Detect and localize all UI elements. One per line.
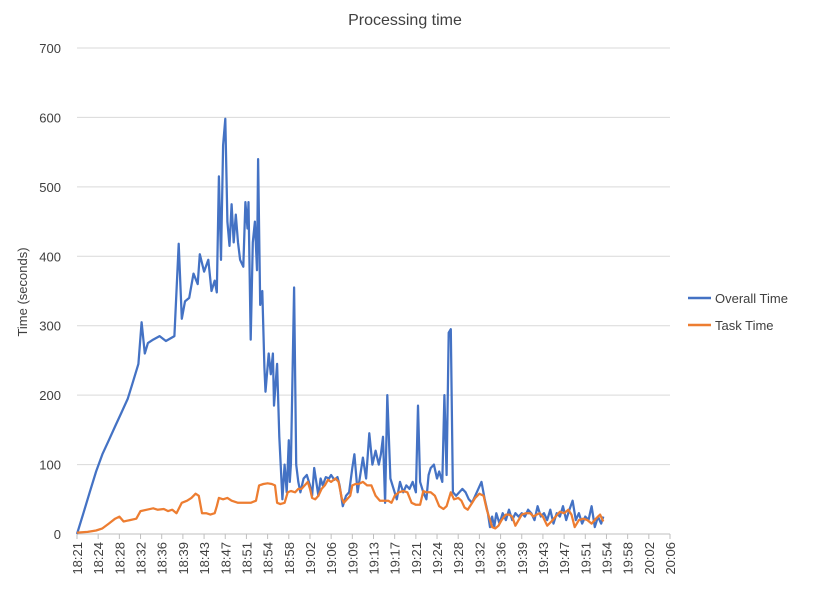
- y-tick-label: 600: [39, 110, 61, 125]
- y-tick-label: 700: [39, 41, 61, 56]
- x-tick-label: 18:51: [239, 542, 254, 575]
- x-tick-label: 18:28: [112, 542, 127, 575]
- y-tick-label: 500: [39, 180, 61, 195]
- x-tick-label: 18:43: [197, 542, 212, 575]
- legend-label: Task Time: [715, 318, 774, 333]
- x-tick-label: 19:02: [303, 542, 318, 575]
- x-tick-label: 19:43: [536, 542, 551, 575]
- x-tick-label: 19:51: [578, 542, 593, 575]
- x-tick-label: 19:47: [557, 542, 572, 575]
- x-tick-label: 20:06: [663, 542, 678, 575]
- x-tick-label: 18:21: [70, 542, 85, 575]
- x-tick-label: 19:24: [430, 542, 445, 575]
- x-tick-label: 18:24: [91, 542, 106, 575]
- x-tick-label: 19:09: [345, 542, 360, 575]
- x-tick-label: 19:13: [367, 542, 382, 575]
- x-axis-ticks: 18:21 18:24 18:28 18:32 18:36 18:39 18:43 18:47…: [70, 534, 678, 575]
- y-tick-label: 0: [54, 527, 61, 542]
- series-line-0: [75, 117, 605, 535]
- y-axis-label: Time (seconds): [15, 247, 30, 336]
- x-tick-label: 19:58: [621, 542, 636, 575]
- x-tick-label: 19:06: [324, 542, 339, 575]
- y-axis-ticks: 0 100 200 300 400 500 600 700: [39, 41, 61, 542]
- x-tick-label: 19:36: [494, 542, 509, 575]
- y-tick-label: 200: [39, 388, 61, 403]
- legend-label: Overall Time: [715, 291, 788, 306]
- x-tick-label: 19:17: [388, 542, 403, 575]
- chart-title: Processing time: [348, 12, 462, 29]
- x-tick-label: 18:58: [282, 542, 297, 575]
- series-line-1: [76, 477, 605, 534]
- x-tick-label: 19:39: [515, 542, 530, 575]
- series-lines: [75, 117, 605, 535]
- x-tick-label: 18:54: [261, 542, 276, 575]
- x-tick-label: 19:32: [472, 542, 487, 575]
- y-tick-label: 400: [39, 249, 61, 264]
- legend: Overall Time Task Time: [688, 291, 788, 333]
- x-tick-label: 20:02: [642, 542, 657, 575]
- y-tick-label: 300: [39, 319, 61, 334]
- x-tick-label: 18:47: [218, 542, 233, 575]
- x-tick-label: 18:36: [155, 542, 170, 575]
- x-tick-label: 19:54: [599, 542, 614, 575]
- x-tick-label: 18:39: [176, 542, 191, 575]
- x-tick-label: 19:28: [451, 542, 466, 575]
- y-tick-label: 100: [39, 458, 61, 473]
- x-tick-label: 19:21: [409, 542, 424, 575]
- x-tick-label: 18:32: [134, 542, 149, 575]
